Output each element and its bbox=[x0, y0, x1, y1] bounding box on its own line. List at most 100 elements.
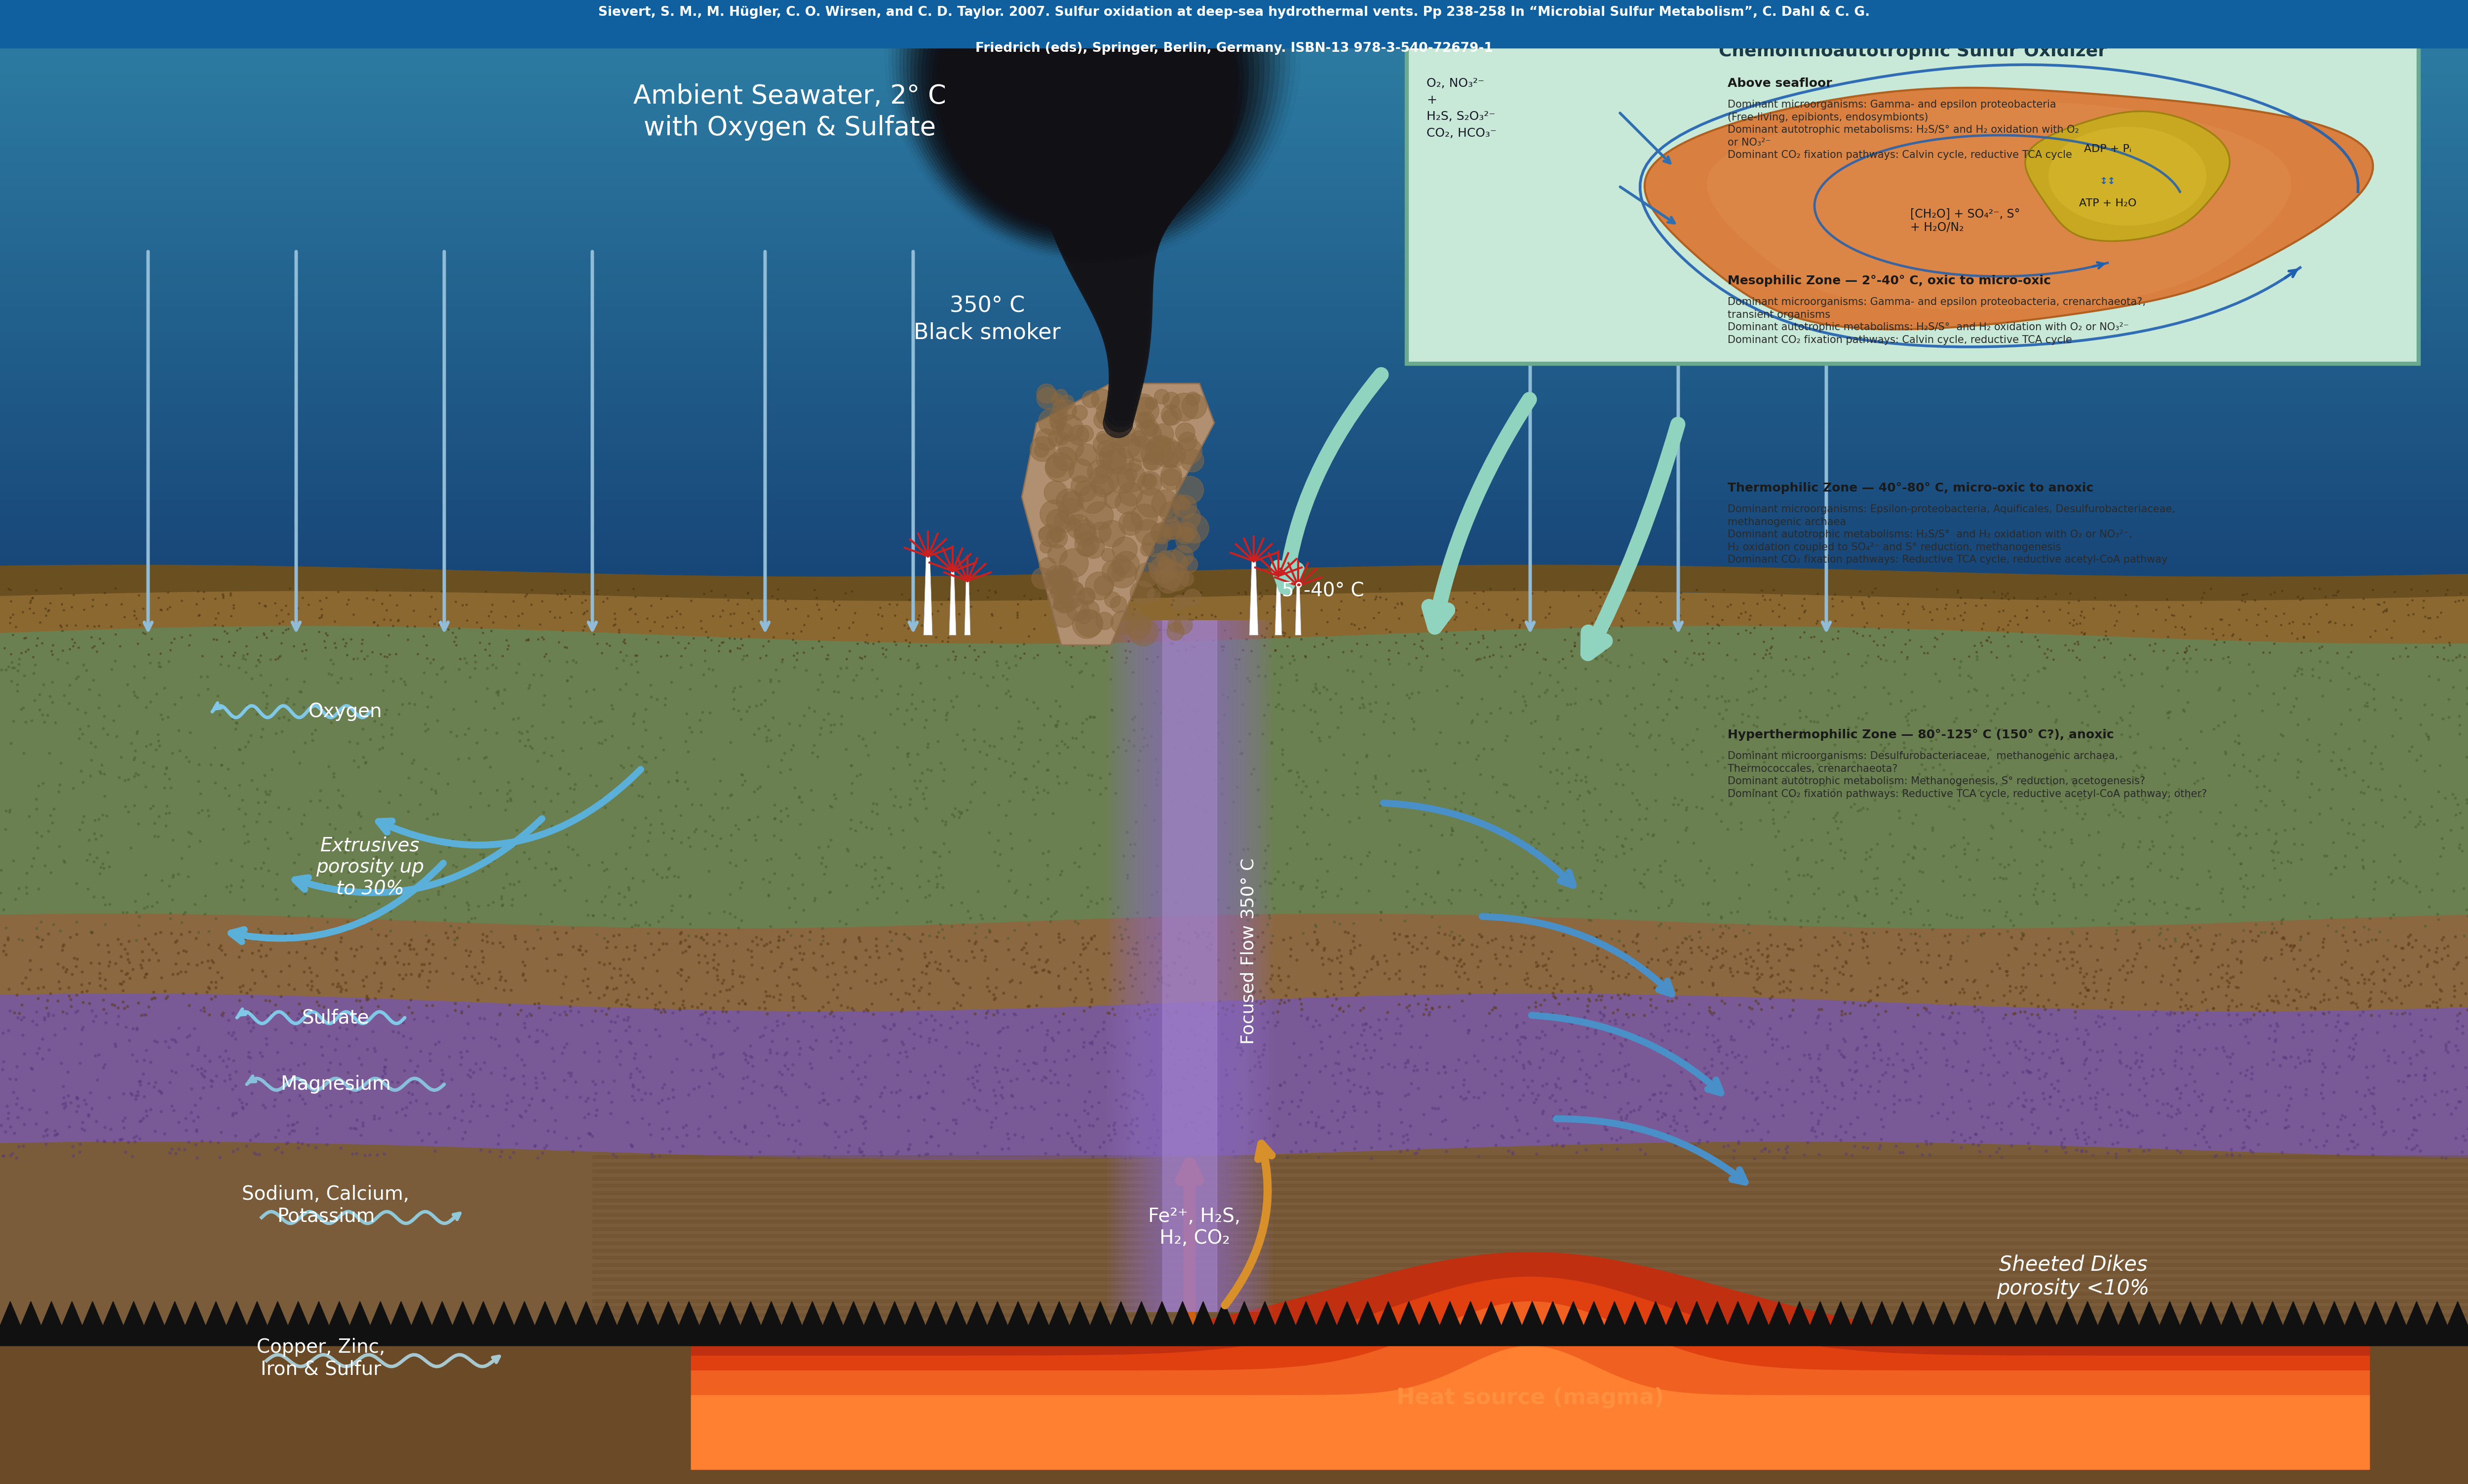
Point bbox=[1259, 956, 1298, 979]
Point bbox=[1607, 1064, 1646, 1088]
Point bbox=[343, 974, 383, 997]
Point bbox=[1737, 938, 1777, 962]
Point bbox=[1493, 855, 1533, 879]
Point bbox=[1402, 637, 1441, 660]
Point bbox=[368, 654, 407, 678]
Point bbox=[2414, 965, 2453, 988]
Point bbox=[0, 659, 37, 683]
Point bbox=[1039, 1009, 1079, 1033]
Text: Mesophilic Zone — 2°-40° C, oxic to micro-oxic: Mesophilic Zone — 2°-40° C, oxic to micr… bbox=[1728, 275, 2051, 286]
Point bbox=[1503, 831, 1542, 855]
Point bbox=[790, 928, 829, 951]
Point bbox=[1004, 583, 1044, 607]
Point bbox=[291, 978, 331, 1002]
Point bbox=[72, 920, 111, 944]
Point bbox=[2048, 930, 2088, 954]
Point bbox=[1254, 662, 1293, 686]
Point bbox=[926, 703, 965, 727]
Circle shape bbox=[1029, 50, 1212, 232]
Point bbox=[2206, 1045, 2246, 1068]
Circle shape bbox=[1086, 502, 1113, 530]
Point bbox=[2266, 818, 2305, 841]
Point bbox=[136, 812, 175, 835]
Point bbox=[1481, 696, 1520, 720]
Circle shape bbox=[1059, 435, 1083, 460]
Point bbox=[1518, 954, 1557, 978]
Point bbox=[772, 1113, 812, 1137]
Point bbox=[2098, 865, 2137, 889]
Point bbox=[2021, 963, 2061, 987]
Point bbox=[1167, 693, 1207, 717]
Point bbox=[600, 892, 639, 916]
Point bbox=[2061, 957, 2100, 981]
Point bbox=[116, 1017, 155, 1040]
Point bbox=[812, 714, 851, 738]
Point bbox=[2441, 993, 2468, 1017]
Point bbox=[1688, 611, 1728, 635]
Point bbox=[2332, 1129, 2372, 1153]
Point bbox=[538, 942, 578, 966]
Point bbox=[1518, 1083, 1557, 1107]
Point bbox=[654, 1085, 694, 1109]
Point bbox=[1846, 650, 1886, 674]
Point bbox=[1079, 1061, 1118, 1085]
Point bbox=[2004, 922, 2044, 945]
Point bbox=[1098, 735, 1138, 758]
Point bbox=[755, 807, 795, 831]
Point bbox=[165, 960, 205, 984]
Point bbox=[0, 1067, 30, 1091]
Point bbox=[2384, 974, 2424, 997]
Point bbox=[2145, 608, 2184, 632]
Point bbox=[2078, 699, 2118, 723]
Point bbox=[975, 1106, 1014, 1129]
Point bbox=[358, 923, 397, 947]
Point bbox=[269, 1000, 308, 1024]
Point bbox=[1064, 999, 1103, 1022]
Point bbox=[424, 908, 464, 932]
Point bbox=[545, 1036, 585, 1060]
Point bbox=[642, 865, 681, 889]
Point bbox=[844, 644, 884, 668]
Point bbox=[644, 821, 684, 844]
Point bbox=[1476, 996, 1515, 1020]
Point bbox=[595, 957, 634, 981]
Point bbox=[1192, 735, 1232, 758]
Point bbox=[2169, 926, 2209, 950]
Point bbox=[1145, 1024, 1185, 1048]
Point bbox=[1377, 1021, 1417, 1045]
Point bbox=[1974, 914, 2014, 938]
Point bbox=[669, 1083, 708, 1107]
Point bbox=[1836, 889, 1876, 913]
Point bbox=[471, 1061, 511, 1085]
Point bbox=[427, 920, 466, 944]
Circle shape bbox=[1051, 565, 1071, 586]
Point bbox=[466, 656, 506, 680]
Point bbox=[1700, 1106, 1740, 1129]
Point bbox=[967, 999, 1007, 1022]
Point bbox=[1244, 935, 1283, 959]
Point bbox=[2177, 928, 2216, 951]
Point bbox=[42, 619, 81, 643]
Point bbox=[1984, 1064, 2024, 1088]
Point bbox=[990, 969, 1029, 993]
Point bbox=[977, 957, 1017, 981]
Point bbox=[2, 929, 42, 953]
Point bbox=[1572, 611, 1612, 635]
Point bbox=[876, 922, 916, 945]
Point bbox=[385, 669, 424, 693]
Point bbox=[484, 678, 523, 702]
Point bbox=[2315, 856, 2354, 880]
Point bbox=[2081, 1117, 2120, 1141]
Point bbox=[2278, 996, 2317, 1020]
Point bbox=[731, 695, 770, 718]
Point bbox=[2177, 660, 2216, 684]
Point bbox=[2160, 749, 2199, 773]
Point bbox=[1427, 945, 1466, 969]
Point bbox=[2088, 803, 2127, 827]
Point bbox=[2416, 941, 2456, 965]
Point bbox=[457, 730, 496, 754]
Circle shape bbox=[1044, 126, 1177, 260]
Point bbox=[1656, 1112, 1696, 1135]
Point bbox=[1641, 1089, 1681, 1113]
Point bbox=[2236, 588, 2275, 611]
